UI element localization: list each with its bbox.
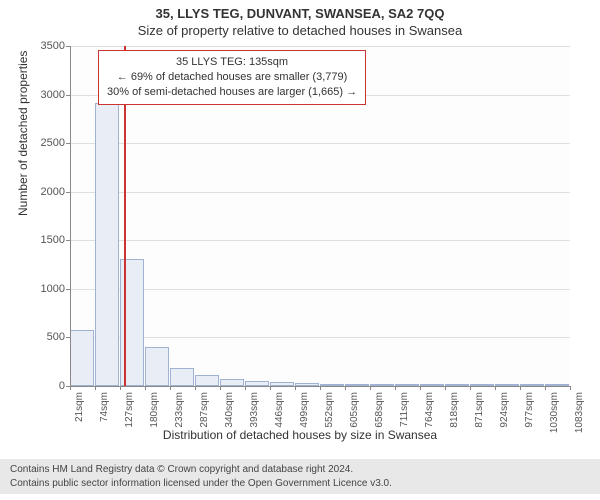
chart-container: 35, LLYS TEG, DUNVANT, SWANSEA, SA2 7QQ … — [0, 0, 600, 500]
y-tick-label: 500 — [25, 331, 65, 343]
chart-area: 35 LLYS TEG: 135sqm ← 69% of detached ho… — [70, 46, 570, 386]
page-subtitle: Size of property relative to detached ho… — [0, 21, 600, 38]
ref-line2: ← 69% of detached houses are smaller (3,… — [107, 70, 357, 85]
y-tick-label: 3500 — [25, 40, 65, 52]
y-tick-label: 1000 — [25, 283, 65, 295]
histogram-bar — [170, 368, 194, 386]
histogram-bar — [70, 330, 94, 386]
ref-line1: 35 LLYS TEG: 135sqm — [107, 55, 357, 70]
y-tick-label: 0 — [25, 380, 65, 392]
footer-line2: Contains public sector information licen… — [10, 477, 590, 491]
y-axis-line — [70, 46, 71, 386]
y-tick-label: 2500 — [25, 137, 65, 149]
y-tick-label: 3000 — [25, 89, 65, 101]
histogram-bar — [95, 103, 119, 386]
histogram-bar — [220, 379, 244, 386]
footer: Contains HM Land Registry data © Crown c… — [0, 459, 600, 494]
reference-callout: 35 LLYS TEG: 135sqm ← 69% of detached ho… — [98, 50, 366, 105]
footer-line1: Contains HM Land Registry data © Crown c… — [10, 463, 590, 477]
histogram-bar — [195, 375, 219, 386]
ref-line3: 30% of semi-detached houses are larger (… — [107, 85, 357, 100]
y-tick-label: 2000 — [25, 186, 65, 198]
page-title: 35, LLYS TEG, DUNVANT, SWANSEA, SA2 7QQ — [0, 0, 600, 21]
y-tick-label: 1500 — [25, 234, 65, 246]
histogram-bar — [145, 347, 169, 386]
x-axis-label: Distribution of detached houses by size … — [0, 428, 600, 442]
